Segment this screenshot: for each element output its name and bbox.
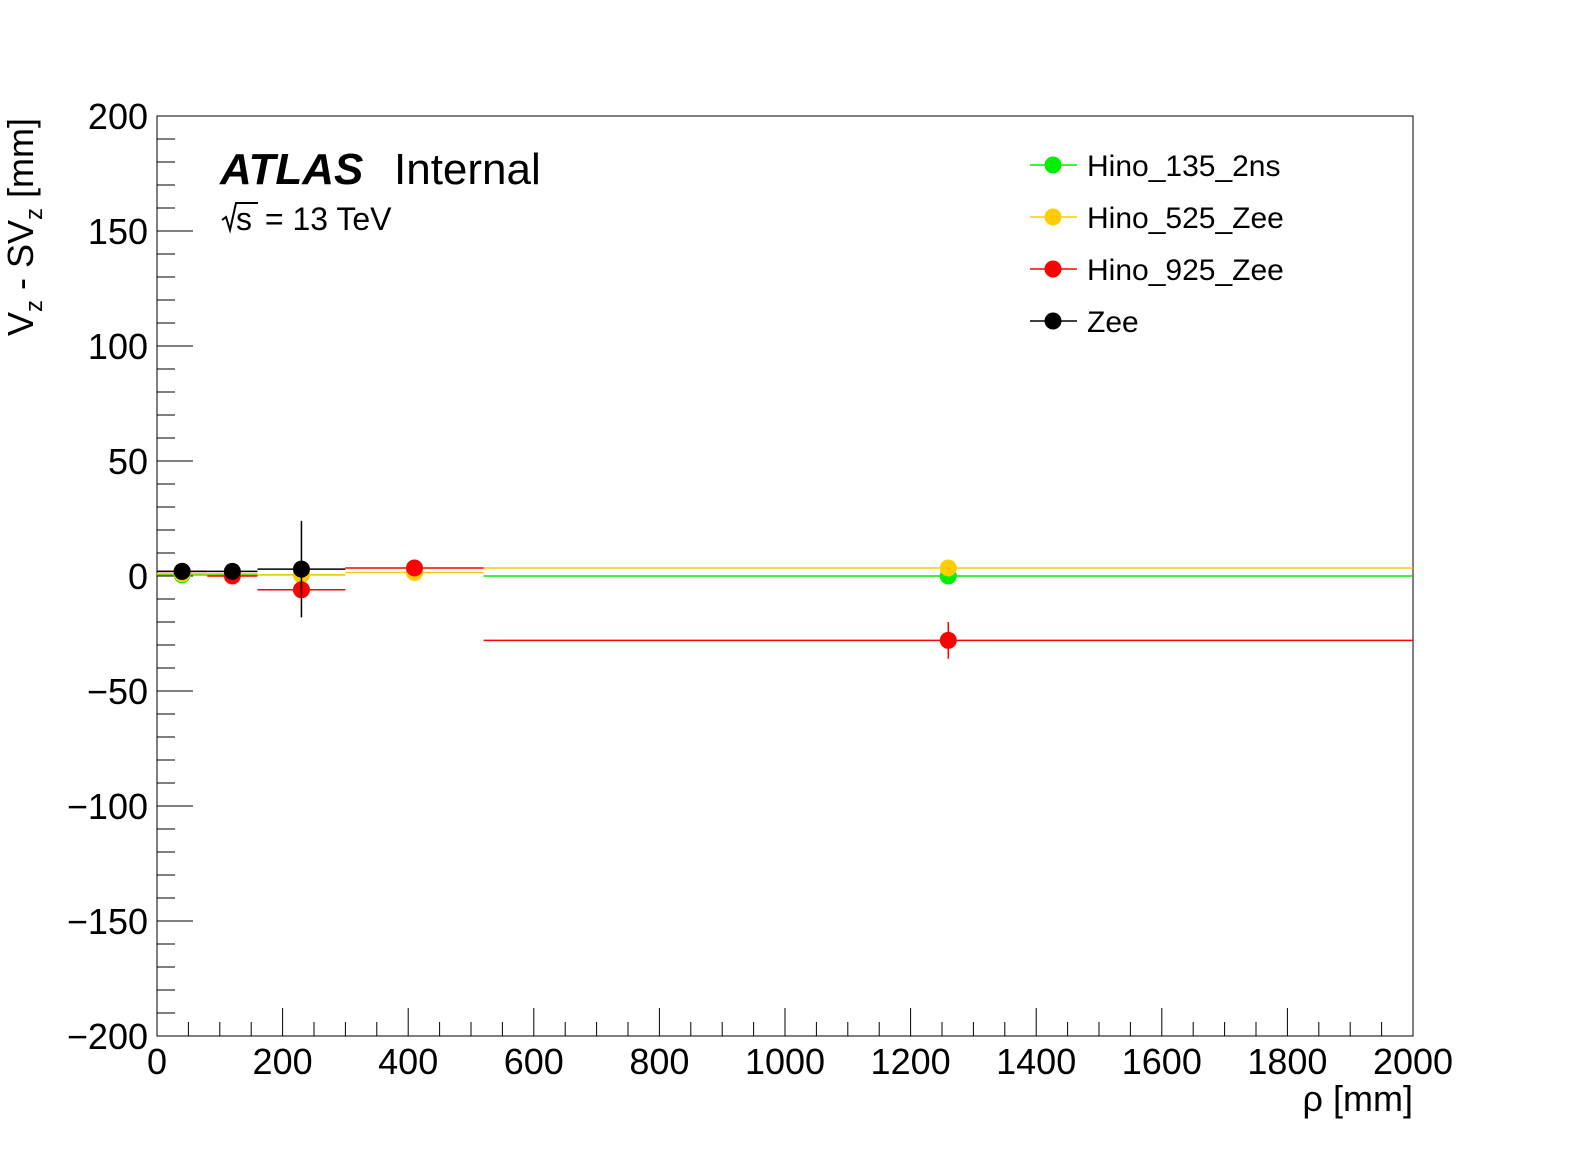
data-point	[292, 560, 310, 578]
series-zee	[157, 520, 346, 618]
legend: Hino_135_2ns Hino_525_Zee Hino_925_Zee Zee	[1030, 150, 1284, 339]
sqrt-icon	[221, 202, 258, 234]
x-tick-label: 0	[147, 1041, 167, 1082]
legend-label: Hino_925_Zee	[1087, 254, 1284, 287]
data-point	[939, 631, 957, 649]
x-tick-label: 400	[378, 1041, 438, 1082]
y-tick-label: 50	[108, 441, 148, 482]
x-tick-label: 1400	[996, 1041, 1076, 1082]
x-tick-label: 800	[629, 1041, 689, 1082]
series-hino-525-zee	[157, 559, 1413, 584]
data-series	[157, 520, 1413, 659]
x-tick-label: 1200	[871, 1041, 951, 1082]
y-tick-label: 150	[88, 211, 148, 252]
data-point	[173, 562, 191, 580]
legend-entry: Hino_135_2ns	[1030, 150, 1281, 183]
x-tick-label: 1800	[1247, 1041, 1327, 1082]
energy-label: s = 13 TeV	[221, 201, 392, 237]
y-tick-label: 0	[128, 556, 148, 597]
legend-entry: Hino_925_Zee	[1030, 254, 1284, 287]
data-point	[223, 562, 241, 580]
x-tick-label: 2000	[1373, 1041, 1453, 1082]
atlas-status-label: Internal	[394, 145, 541, 194]
legend-entry: Zee	[1030, 306, 1139, 339]
legend-label: Hino_135_2ns	[1087, 150, 1281, 183]
x-tick-label: 200	[253, 1041, 313, 1082]
y-axis-label: Vz - SVz [mm]	[0, 118, 48, 336]
atlas-experiment-label: ATLAS	[219, 145, 363, 194]
atlas-label: ATLAS Internal	[219, 145, 541, 194]
axis-ticks	[156, 115, 1414, 1037]
energy-value: = 13 TeV	[256, 201, 392, 237]
legend-marker	[1044, 312, 1062, 330]
axis-tick-labels: 0 200 400 600 800 1000 1200 1400 1600 1800 2000−20…	[67, 96, 1453, 1082]
y-tick-label: 100	[88, 326, 148, 367]
data-point	[939, 559, 957, 577]
y-tick-label: −50	[87, 671, 148, 712]
y-tick-label: 200	[88, 96, 148, 137]
x-tick-label: 1000	[745, 1041, 825, 1082]
x-axis-label: ρ [mm]	[1303, 1078, 1413, 1119]
x-tick-label: 600	[504, 1041, 564, 1082]
legend-label: Hino_525_Zee	[1087, 202, 1284, 235]
x-tick-label: 1600	[1122, 1041, 1202, 1082]
legend-marker	[1044, 260, 1062, 278]
legend-marker	[1044, 156, 1062, 174]
energy-symbol: s	[236, 201, 252, 237]
legend-marker	[1044, 208, 1062, 226]
legend-label: Zee	[1087, 306, 1139, 339]
y-tick-label: −150	[67, 901, 148, 942]
y-tick-label: −200	[67, 1016, 148, 1057]
legend-entry: Hino_525_Zee	[1030, 202, 1284, 235]
data-point	[405, 559, 423, 577]
y-tick-label: −100	[67, 786, 148, 827]
